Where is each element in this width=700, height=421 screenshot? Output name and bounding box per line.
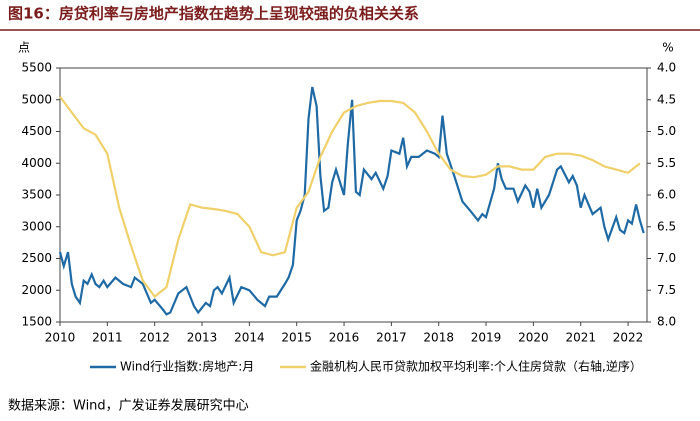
x-tick-label: 2017: [376, 331, 407, 345]
y2-tick-label: 6.0: [657, 188, 676, 202]
x-tick-label: 2018: [423, 331, 454, 345]
y-tick-label: 1500: [21, 315, 52, 329]
x-tick-label: 2011: [92, 331, 123, 345]
y2-tick-label: 4.5: [657, 92, 676, 106]
y2-tick-label: 7.0: [657, 251, 676, 265]
y-tick-label: 3000: [21, 219, 52, 233]
source: 数据来源：Wind，广发证券发展研究中心: [8, 398, 249, 414]
y2-unit: %: [662, 41, 673, 55]
x-tick-label: 2010: [45, 331, 76, 345]
y2-tick-label: 6.5: [657, 219, 676, 233]
x-tick-label: 2020: [518, 331, 549, 345]
y2-tick-label: 8.0: [657, 315, 676, 329]
y-tick-label: 4500: [21, 124, 52, 138]
x-tick-label: 2013: [187, 331, 218, 345]
y-tick-label: 5500: [21, 61, 52, 75]
legend-label: Wind行业指数:房地产:月: [120, 359, 254, 374]
chart-title: 图16：房贷利率与房地产指数在趋势上呈现较强的负相关关系: [8, 5, 419, 23]
series-line: [58, 86, 645, 316]
y-tick-label: 3500: [21, 188, 52, 202]
series-line: [59, 95, 641, 299]
y2-tick-label: 5.0: [657, 124, 676, 138]
y2-tick-label: 4.0: [657, 61, 676, 75]
x-tick-label: 2012: [139, 331, 170, 345]
y-tick-label: 2000: [21, 283, 52, 297]
plot-frame: [59, 67, 648, 323]
x-tick-label: 2016: [329, 331, 360, 345]
x-tick-label: 2014: [234, 331, 265, 345]
x-tick-label: 2022: [613, 331, 644, 345]
y2-tick-label: 7.5: [657, 283, 676, 297]
x-tick-label: 2021: [565, 331, 596, 345]
y2-tick-label: 5.5: [657, 156, 676, 170]
x-tick-label: 2015: [281, 331, 312, 345]
y-tick-label: 4000: [21, 156, 52, 170]
y-unit: 点: [18, 41, 30, 55]
y-tick-label: 5000: [21, 92, 52, 106]
y-tick-label: 2500: [21, 251, 52, 265]
legend-label: 金融机构人民币贷款加权平均利率:个人住房贷款（右轴,逆序）: [310, 359, 642, 374]
x-tick-label: 2019: [471, 331, 502, 345]
